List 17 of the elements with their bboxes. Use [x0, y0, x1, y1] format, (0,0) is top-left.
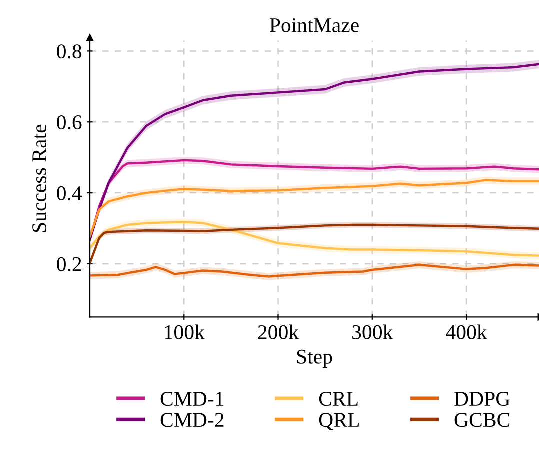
y-axis-title: Success Rate	[32, 124, 47, 232]
x-tick-label: 300k	[352, 324, 394, 340]
y-tick-label: 0.4	[57, 186, 82, 201]
x-axis-title: Step	[297, 350, 332, 368]
legend-label: QRL	[319, 413, 359, 430]
legend-label: CMD-2	[160, 413, 224, 428]
chart-title: PointMaze	[270, 18, 359, 32]
y-tick-label: 0.8	[57, 44, 82, 59]
x-tick-label: 400k	[446, 324, 488, 340]
y-tick-label: 0.6	[57, 116, 82, 130]
y-tick-label: 0.2	[57, 257, 82, 272]
x-tick-label: 200k	[258, 324, 300, 340]
legend-label: CMD-1	[160, 392, 224, 406]
x-tick-label: 100k	[165, 324, 205, 340]
legend-label: GCBC	[454, 413, 510, 428]
legend-label: CRL	[319, 392, 358, 406]
legend-label: DDPG	[454, 392, 510, 406]
